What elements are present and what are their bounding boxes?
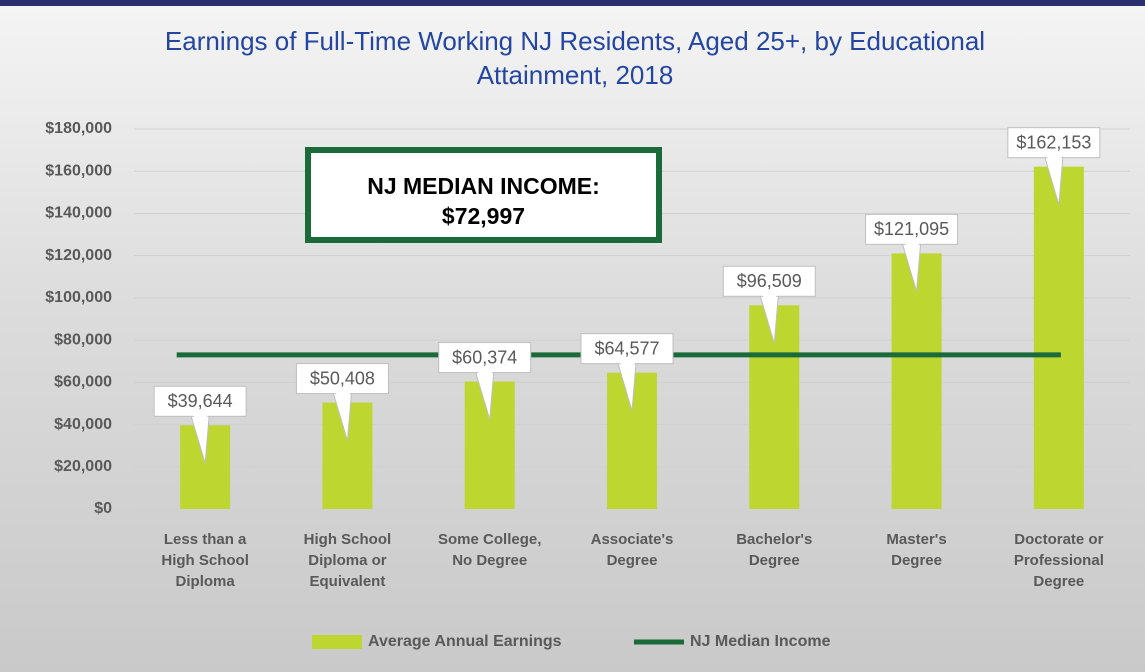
bar [1033,166,1084,509]
x-tick-label: Some College, No Degree [438,531,542,569]
callout-joint [761,295,778,303]
callout-joint [1045,156,1062,164]
callout-joint [903,243,920,251]
bar [891,253,942,509]
annotation-text: NJ MEDIAN INCOME: [367,173,600,199]
annotation-value: $72,997 [441,203,526,229]
data-label: $121,095 [874,219,949,239]
annotation: NJ MEDIAN INCOME: $72,997 [305,147,662,243]
y-tick-label: $100,000 [45,289,112,306]
plot: $0 $20,000 $40,000 $60,000 $80,000 $100,000 $1… [45,120,1130,650]
y-tick-label: $140,000 [45,205,112,222]
x-tick-label: Doctorate or Professional Degree [1013,531,1104,590]
callout-joint [619,362,635,370]
data-label: $50,408 [310,368,375,388]
chart-title: Earnings of Full-Time Working NJ Residen… [164,26,986,90]
x-tick-label: Associate's Degree [590,531,674,569]
callout-joint [192,415,209,423]
callout-box [153,385,247,417]
y-tick-label: $0 [94,500,112,517]
y-tick-label: $120,000 [45,247,112,264]
data-label: $96,509 [737,271,802,291]
y-tick-label: $160,000 [45,162,112,179]
y-tick-label: $180,000 [45,120,112,137]
callout-box [1007,127,1101,159]
x-tick-label: Less than a High School Diploma [161,531,249,590]
legend-swatch [312,635,362,649]
legend-label: Average Annual Earnings [368,633,562,650]
x-tick-label: Bachelor's Degree [736,531,813,569]
data-label: $60,374 [452,347,517,367]
callout-box [865,213,959,245]
callout-joint [334,392,351,400]
x-tick-label: Master's Degree [886,531,947,569]
x-tick-label: High School Diploma or Equivalent [303,531,392,590]
data-label: $64,577 [594,338,659,358]
y-tick-label: $80,000 [54,331,112,348]
data-label: $39,644 [168,391,233,411]
callout-box [722,265,816,297]
data-label: $162,153 [1016,132,1091,152]
y-tick-label: $20,000 [54,458,112,475]
callout-joint [476,371,493,379]
y-tick-label: $40,000 [54,416,112,433]
y-tick-label: $60,000 [54,374,112,391]
legend-label: NJ Median Income [690,633,831,650]
